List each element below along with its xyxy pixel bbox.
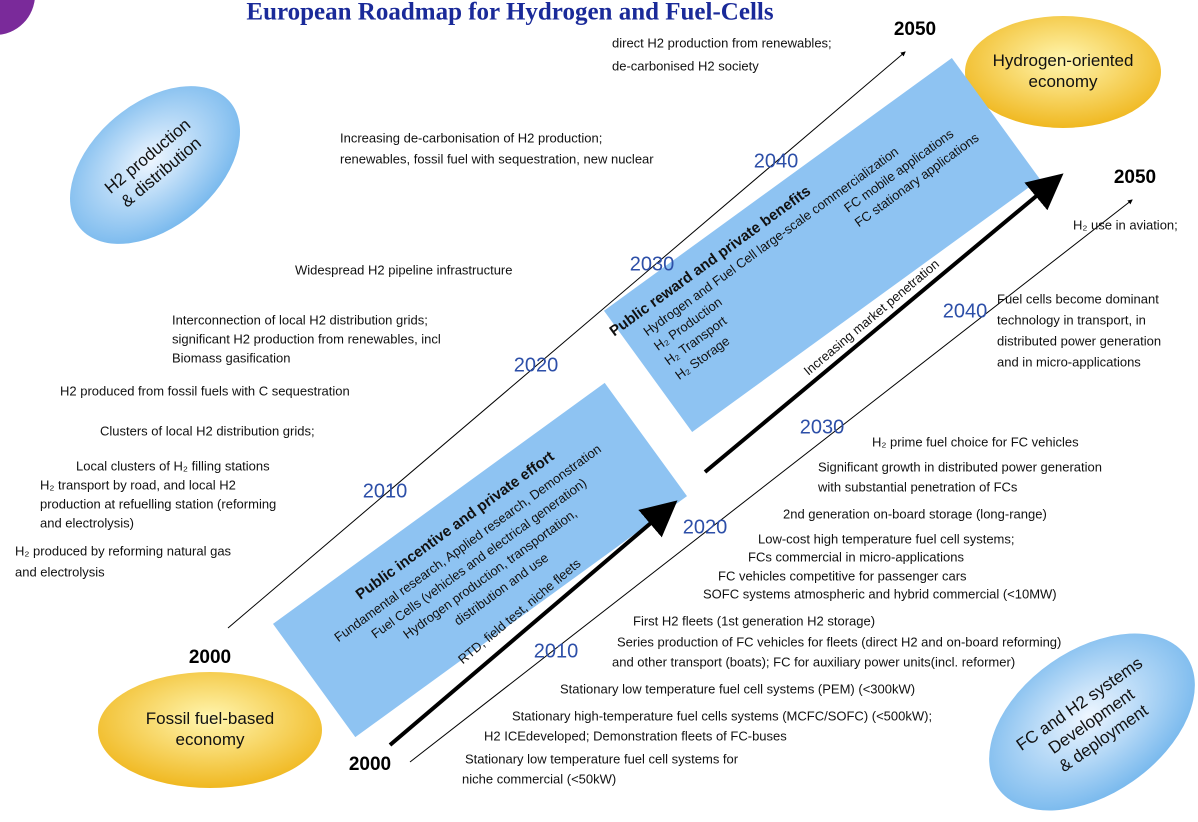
upper-timeline — [227, 51, 906, 629]
title: European Roadmap for Hydrogen and Fuel-C… — [246, 0, 773, 26]
upper-note: and electrolysis) — [40, 515, 134, 530]
upper-note: H2 produced from fossil fuels with C seq… — [60, 383, 350, 398]
lower-note: Stationary low temperature fuel cell sys… — [560, 681, 915, 696]
logo-fragment — [0, 0, 35, 35]
lower-note: with substantial penetration of FCs — [817, 479, 1018, 494]
upper-note: Biomass gasification — [172, 350, 291, 365]
bubble-label: economy — [1029, 72, 1098, 91]
lower-note: H2 ICEdeveloped; Demonstration fleets of… — [484, 728, 787, 743]
year-label: 2010 — [534, 640, 579, 662]
year-label: 2020 — [683, 516, 728, 538]
lower-note: distributed power generation — [997, 333, 1161, 348]
lower-note: Stationary low temperature fuel cell sys… — [465, 751, 739, 766]
lower-note: Stationary high-temperature fuel cells s… — [512, 708, 932, 723]
year-label: 2000 — [349, 754, 391, 775]
bubble-label: Hydrogen-oriented — [993, 51, 1134, 70]
rotated-group: Hydrogen-oriented economy — [993, 51, 1134, 91]
upper-note: direct H2 production from renewables; — [612, 35, 832, 50]
lower-timeline — [409, 199, 1133, 763]
upper-note: Widespread H2 pipeline infrastructure — [295, 262, 513, 277]
lower-note: and other transport (boats); FC for auxi… — [612, 654, 1015, 669]
box-public-incentive — [273, 382, 687, 738]
year-label: 2010 — [363, 480, 408, 502]
lower-note: SOFC systems atmospheric and hybrid comm… — [703, 586, 1057, 601]
year-label: 2050 — [894, 19, 936, 40]
upper-note: production at refuelling station (reform… — [40, 496, 276, 511]
upper-note: and electrolysis — [15, 564, 105, 579]
upper-note: Local clusters of H₂ filling stations — [76, 458, 270, 473]
bubble-fossil-economy — [98, 672, 322, 788]
arrow-rtd — [388, 500, 678, 747]
upper-note: Clusters of local H2 distribution grids; — [100, 423, 315, 438]
lower-note: FCs commercial in micro-applications — [748, 549, 964, 564]
bubble-h2-production — [70, 86, 240, 244]
upper-note: H₂ transport by road, and local H2 — [40, 477, 236, 492]
lower-note: Fuel cells become dominant — [997, 291, 1159, 306]
lower-note: H₂ use in aviation; — [1073, 217, 1178, 232]
upper-note: Increasing de-carbonisation of H2 produc… — [340, 130, 602, 145]
year-label: 2040 — [754, 150, 799, 172]
upper-note: de-carbonised H2 society — [612, 58, 759, 73]
lower-note: FC vehicles competitive for passenger ca… — [718, 568, 967, 583]
lower-note: Series production of FC vehicles for fle… — [617, 634, 1061, 649]
upper-note: Interconnection of local H2 distribution… — [172, 312, 428, 327]
upper-note: renewables, fossil fuel with sequestrati… — [340, 151, 654, 166]
year-label: 2050 — [1114, 167, 1156, 188]
upper-note: significant H2 production from renewable… — [172, 331, 441, 346]
upper-note: H₂ produced by reforming natural gas — [15, 543, 232, 558]
bubble-label: Fossil fuel-based — [146, 709, 275, 728]
lower-note: technology in transport, in — [997, 312, 1146, 327]
arrow-market — [703, 173, 1064, 474]
box-public-reward — [603, 57, 1041, 433]
lower-note: H₂ prime fuel choice for FC vehicles — [872, 434, 1079, 449]
lower-note: Low-cost high temperature fuel cell syst… — [758, 531, 1015, 546]
lower-note: First H2 fleets (1st generation H2 stora… — [633, 613, 875, 628]
bubble-fc-systems — [989, 633, 1195, 811]
year-label: 2000 — [189, 647, 231, 668]
lower-note: and in micro-applications — [997, 354, 1141, 369]
lower-note: 2nd generation on-board storage (long-ra… — [783, 506, 1047, 521]
year-label: 2030 — [800, 416, 845, 438]
year-label: 2040 — [943, 300, 988, 322]
lower-note: Significant growth in distributed power … — [818, 459, 1102, 474]
lower-note: niche commercial (<50kW) — [462, 771, 616, 786]
rotated-group: Fossil fuel-based economy — [146, 709, 275, 749]
year-label: 2020 — [514, 354, 559, 376]
bubble-hydrogen-economy — [965, 16, 1161, 128]
bubble-label: economy — [176, 730, 245, 749]
year-label: 2030 — [630, 253, 675, 275]
